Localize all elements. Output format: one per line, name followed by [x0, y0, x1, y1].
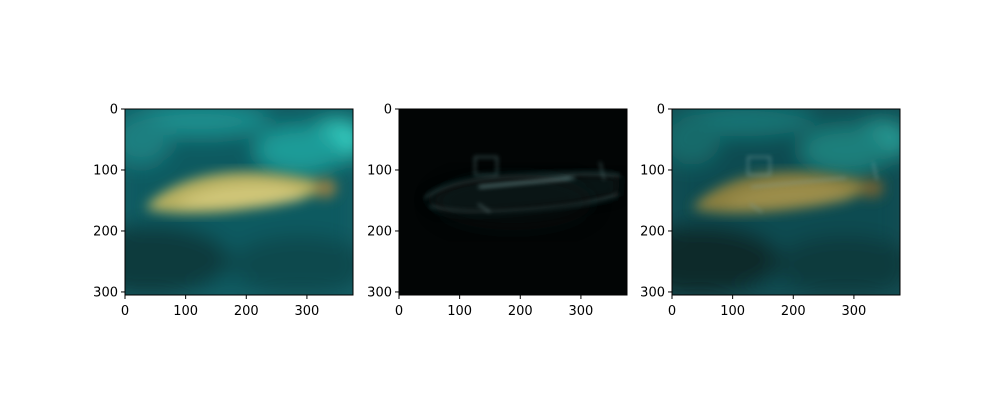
x-tick-label: 300 — [569, 304, 594, 319]
x-tick-label: 100 — [173, 304, 198, 319]
panel-middle-image — [399, 109, 627, 295]
x-tick-label: 300 — [842, 304, 867, 319]
x-tick-label: 100 — [447, 304, 472, 319]
y-tick-label: 300 — [367, 285, 392, 300]
panel-left-y-ticks: 0 100 200 300 — [93, 103, 125, 301]
y-tick-label: 100 — [93, 163, 118, 178]
x-tick-label: 100 — [720, 304, 745, 319]
panel-left: 0 100 200 300 0 100 200 300 — [70, 103, 370, 320]
y-tick-label: 0 — [657, 103, 665, 118]
panel-right: 0 100 200 300 0 100 200 300 — [620, 103, 915, 320]
x-tick-label: 0 — [395, 304, 403, 319]
panel-middle-x-ticks: 0 100 200 300 — [395, 295, 593, 319]
y-tick-label: 300 — [93, 285, 118, 300]
y-tick-label: 0 — [384, 103, 392, 118]
x-tick-label: 0 — [668, 304, 676, 319]
y-tick-label: 100 — [640, 163, 665, 178]
y-tick-label: 100 — [367, 163, 392, 178]
y-tick-label: 200 — [640, 224, 665, 239]
panel-right-x-ticks: 0 100 200 300 — [668, 295, 866, 319]
panel-middle: 0 100 200 300 0 100 200 300 — [367, 103, 627, 320]
panel-right-y-ticks: 0 100 200 300 — [640, 103, 672, 301]
x-tick-label: 200 — [781, 304, 806, 319]
panel-left-image — [70, 104, 370, 295]
panel-right-image — [620, 104, 915, 295]
x-tick-label: 200 — [234, 304, 259, 319]
y-tick-label: 200 — [93, 224, 118, 239]
panel-middle-y-ticks: 0 100 200 300 — [367, 103, 399, 301]
panel-left-x-ticks: 0 100 200 300 — [121, 295, 319, 319]
y-tick-label: 200 — [367, 224, 392, 239]
x-tick-label: 200 — [508, 304, 533, 319]
x-tick-label: 0 — [121, 304, 129, 319]
y-tick-label: 300 — [640, 285, 665, 300]
x-tick-label: 300 — [295, 304, 320, 319]
y-tick-label: 0 — [110, 103, 118, 118]
